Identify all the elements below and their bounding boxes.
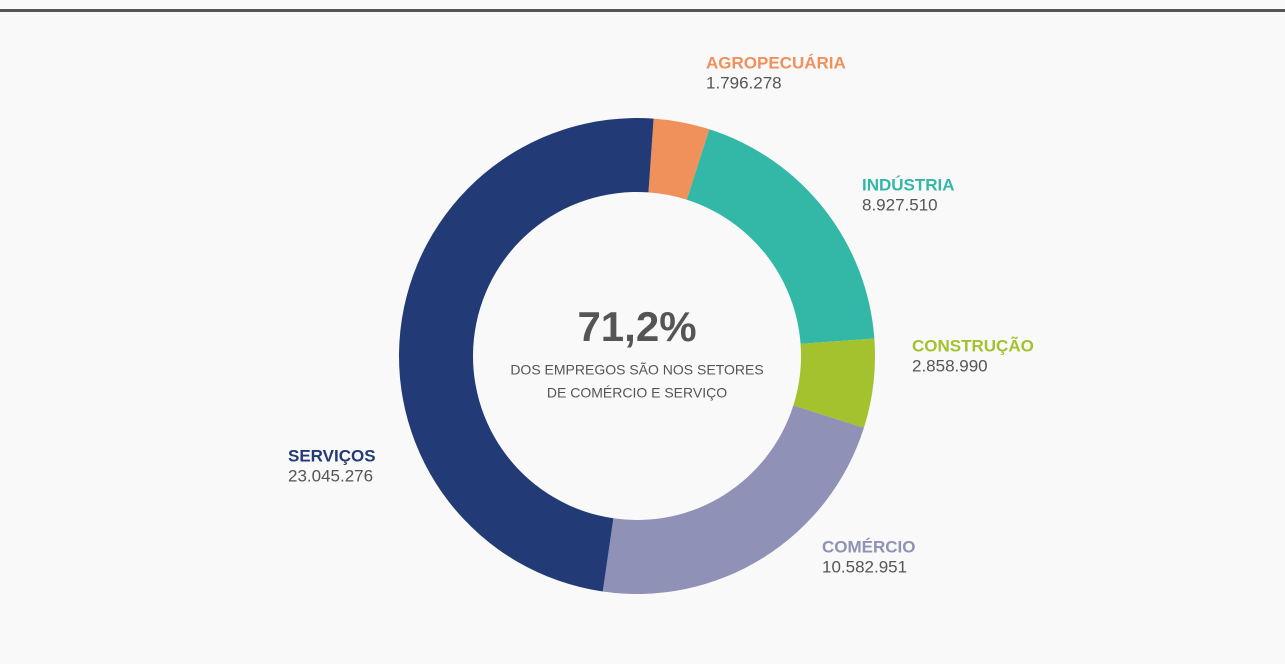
slice-label: SERVIÇOS [288,446,376,465]
top-rule [0,9,1285,12]
slice-label: AGROPECUÁRIA [706,53,846,72]
slice-value-label: 2.858.990 [912,356,988,375]
slice-label: COMÉRCIO [822,537,916,556]
donut-slice [648,118,710,200]
slice-label: INDÚSTRIA [862,175,955,194]
slice-value-label: 23.045.276 [288,466,373,485]
donut-slice [793,338,875,428]
slice-label: CONSTRUÇÃO [912,335,1034,355]
slice-value-label: 8.927.510 [862,195,938,214]
center-text: DOS EMPREGOS SÃO NOS SETORES [510,362,763,378]
donut-slice [602,405,864,594]
slice-value-label: 1.796.278 [706,73,782,92]
slice-value-label: 10.582.951 [822,557,907,576]
donut-slice [399,118,654,592]
center-value: 71,2% [577,303,696,350]
center-text: DE COMÉRCIO E SERVIÇO [547,385,727,401]
donut-slice [686,129,875,344]
